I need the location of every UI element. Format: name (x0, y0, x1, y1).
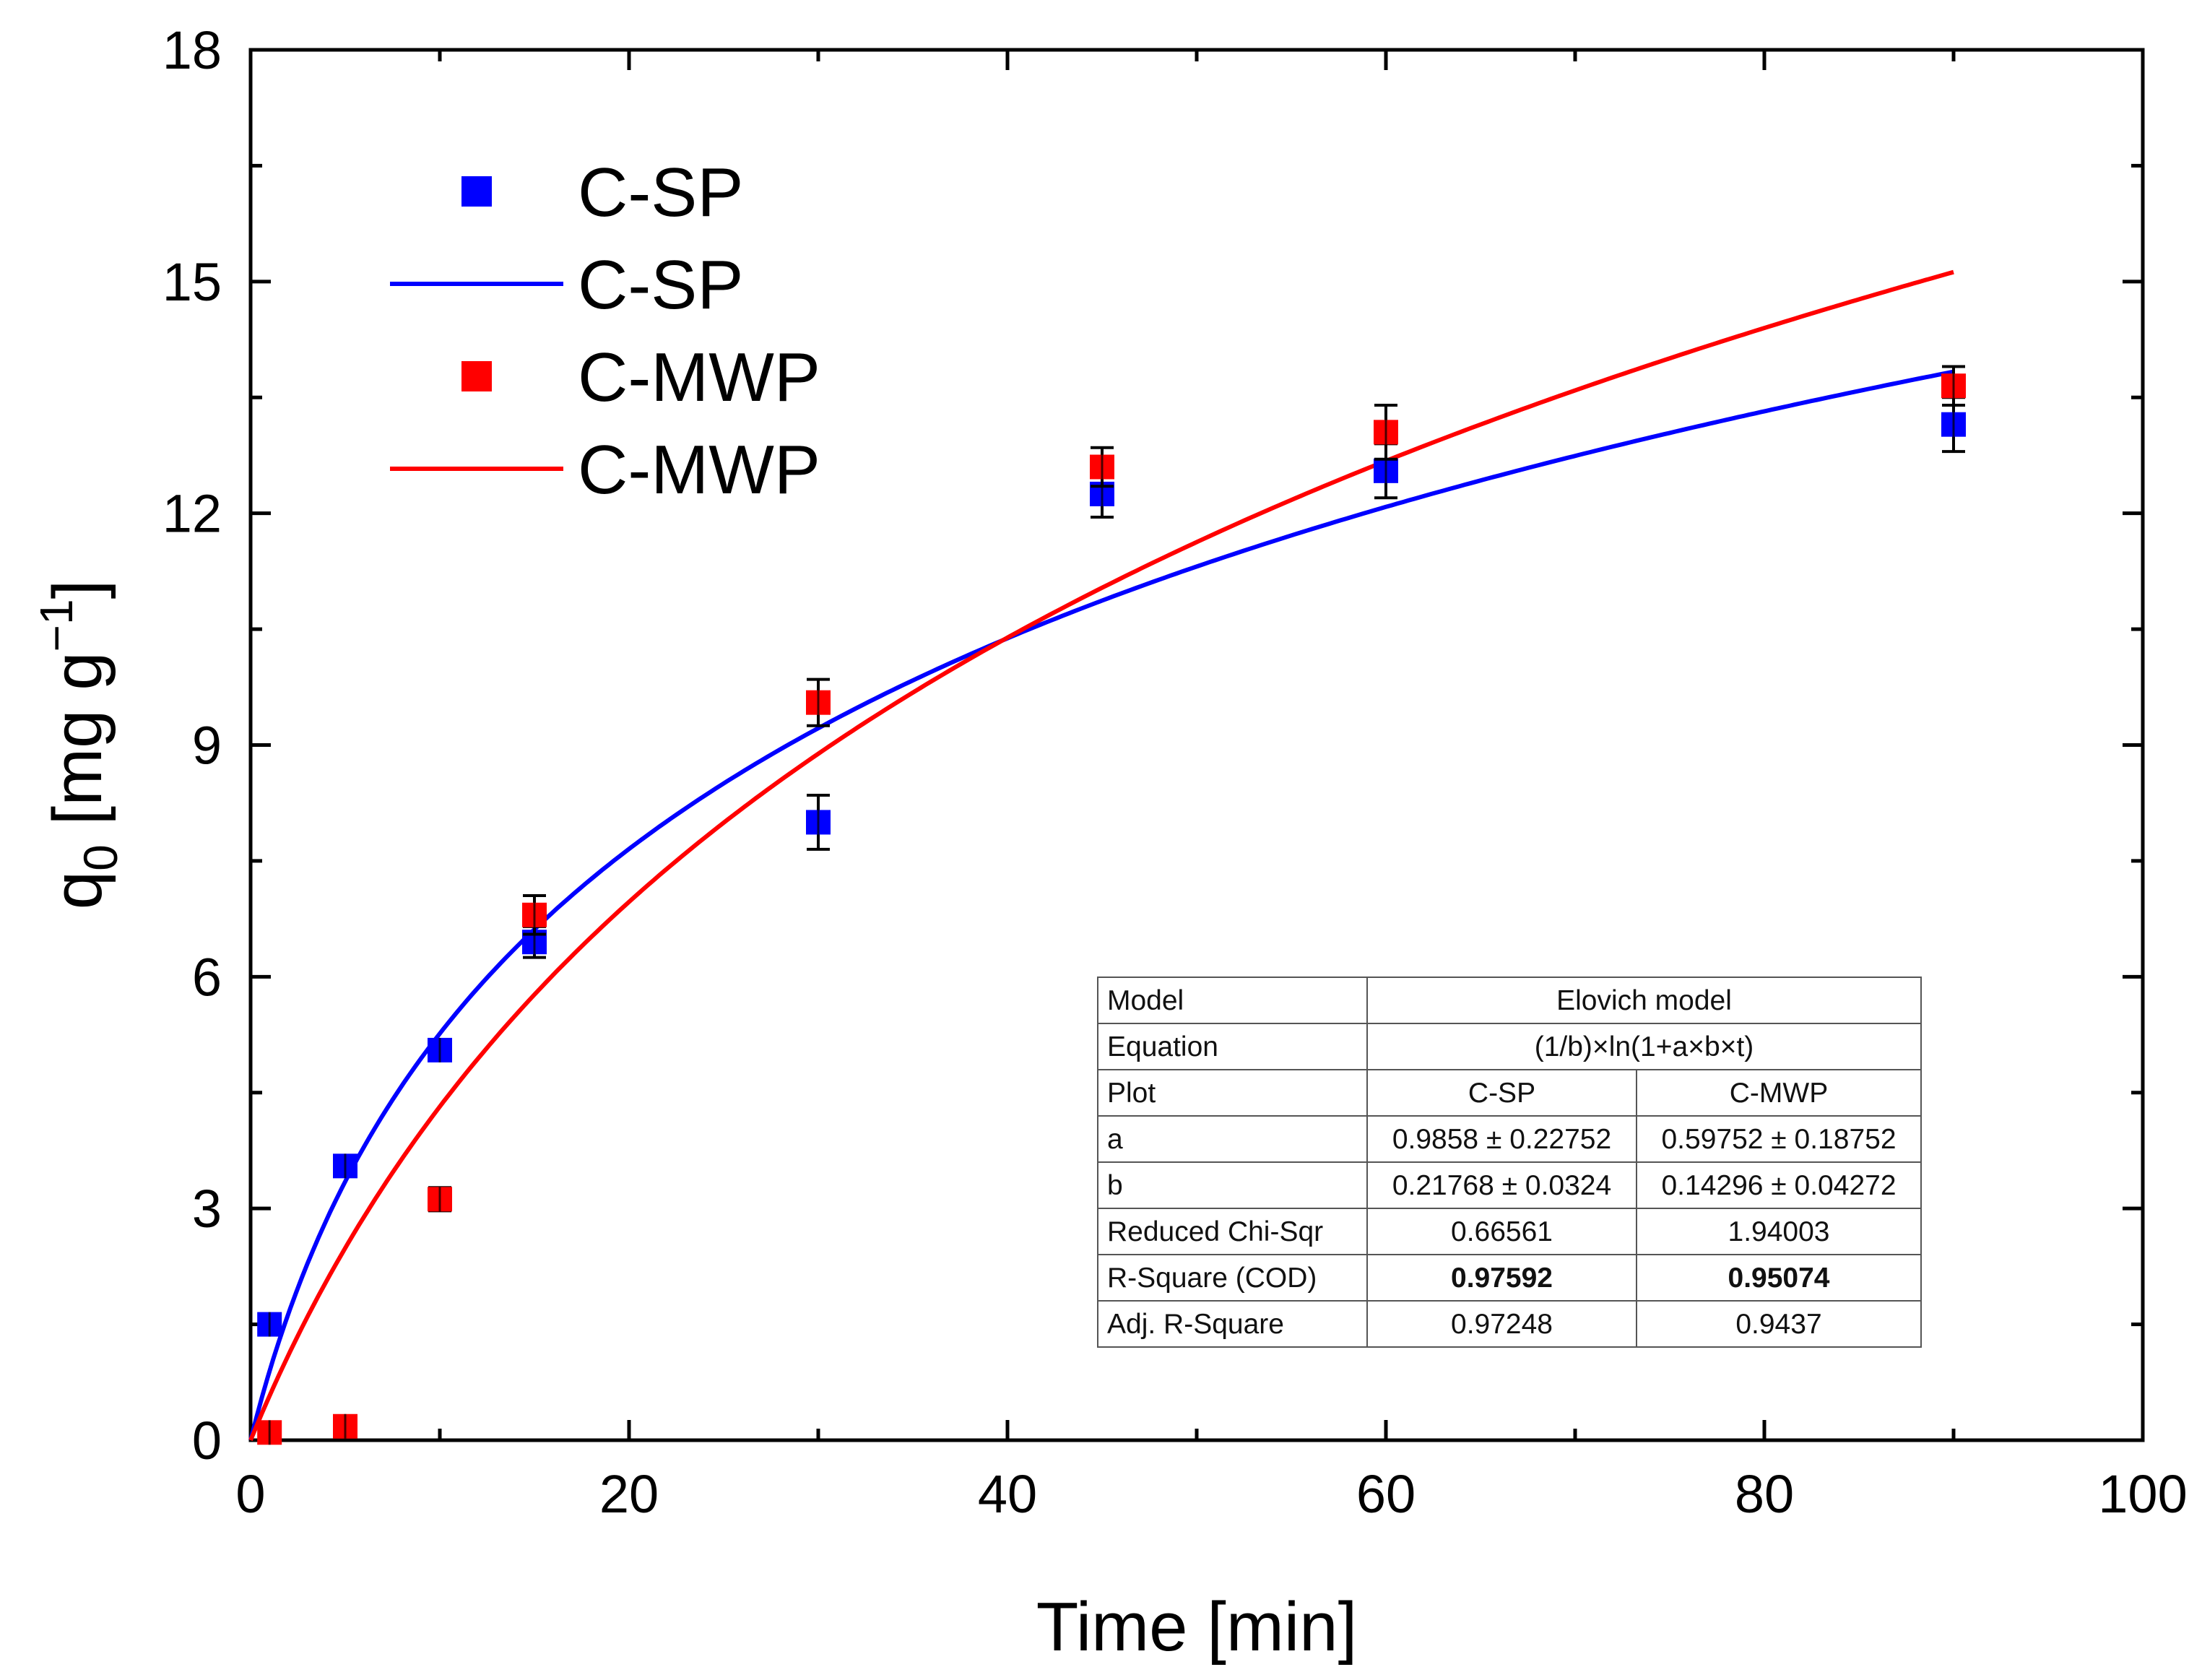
x-tick-label: 80 (1735, 1464, 1794, 1524)
table-cell: C-MWP (1636, 1069, 1922, 1117)
table-cell: a (1097, 1115, 1368, 1163)
table-row: Plot C-SP C-MWP (1097, 1069, 1922, 1117)
table-cell: Equation (1097, 1023, 1368, 1070)
y-tick-label: 9 (192, 716, 222, 776)
table-cell: Elovich model (1366, 977, 1922, 1024)
table-cell: 0.95074 (1636, 1254, 1922, 1302)
data-points (257, 365, 1966, 1445)
table-cell: 0.59752 ± 0.18752 (1636, 1115, 1922, 1163)
fit-parameters-table: Model Elovich model Equation (1/b)×ln(1+… (1097, 977, 1922, 1348)
legend-label: C-MWP (578, 339, 820, 416)
table-cell: R-Square (COD) (1097, 1254, 1368, 1302)
table-cell: 1.94003 (1636, 1208, 1922, 1255)
y-tick-label: 18 (162, 20, 222, 80)
y-axis-label: q0 [mg g−1] (30, 580, 127, 910)
legend: C-SP C-SP C-MWP C-MWP (390, 154, 820, 508)
table-row: a 0.9858 ± 0.22752 0.59752 ± 0.18752 (1097, 1115, 1922, 1163)
y-tick-label: 15 (162, 252, 222, 312)
table-cell: 0.9858 ± 0.22752 (1366, 1115, 1637, 1163)
table-cell: 0.9437 (1636, 1300, 1922, 1348)
table-cell: 0.66561 (1366, 1208, 1637, 1255)
legend-marker-c-mwp (461, 361, 492, 391)
table-row: Model Elovich model (1097, 977, 1922, 1024)
table-row: Reduced Chi-Sqr 0.66561 1.94003 (1097, 1208, 1922, 1255)
x-tick-label: 0 (235, 1464, 265, 1524)
table-row: b 0.21768 ± 0.0324 0.14296 ± 0.04272 (1097, 1161, 1922, 1209)
x-tick-label: 20 (599, 1464, 659, 1524)
y-tick-label: 12 (162, 484, 222, 544)
y-tick-label: 3 (192, 1179, 222, 1239)
table-cell: Reduced Chi-Sqr (1097, 1208, 1368, 1255)
legend-label: C-MWP (578, 431, 820, 508)
table-cell: b (1097, 1161, 1368, 1209)
legend-label: C-SP (578, 154, 743, 231)
axis-ticks (248, 48, 2145, 1442)
x-tick-label: 40 (978, 1464, 1037, 1524)
x-tick-label: 100 (2098, 1464, 2187, 1524)
table-cell: Model (1097, 977, 1368, 1024)
x-tick-label: 60 (1356, 1464, 1416, 1524)
table-cell: 0.21768 ± 0.0324 (1366, 1161, 1637, 1209)
y-tick-label: 0 (192, 1411, 222, 1471)
axis-tick-labels: 0 20 40 60 80 100 0 3 6 9 12 15 18 (162, 20, 2188, 1524)
table-cell: 0.97592 (1366, 1254, 1637, 1302)
table-cell: Adj. R-Square (1097, 1300, 1368, 1348)
y-tick-label: 6 (192, 947, 222, 1007)
x-axis-label: Time [min] (1036, 1588, 1357, 1666)
table-cell: (1/b)×ln(1+a×b×t) (1366, 1023, 1922, 1070)
table-cell: 0.97248 (1366, 1300, 1637, 1348)
table-cell: 0.14296 ± 0.04272 (1636, 1161, 1922, 1209)
table-row: R-Square (COD) 0.97592 0.95074 (1097, 1254, 1922, 1302)
table-cell: C-SP (1366, 1069, 1637, 1117)
fit-curve-c-mwp (248, 269, 1954, 1442)
table-cell: Plot (1097, 1069, 1368, 1117)
legend-label: C-SP (578, 246, 743, 324)
table-row: Adj. R-Square 0.97248 0.9437 (1097, 1300, 1922, 1348)
table-row: Equation (1/b)×ln(1+a×b×t) (1097, 1023, 1922, 1070)
legend-marker-c-sp (461, 176, 492, 207)
